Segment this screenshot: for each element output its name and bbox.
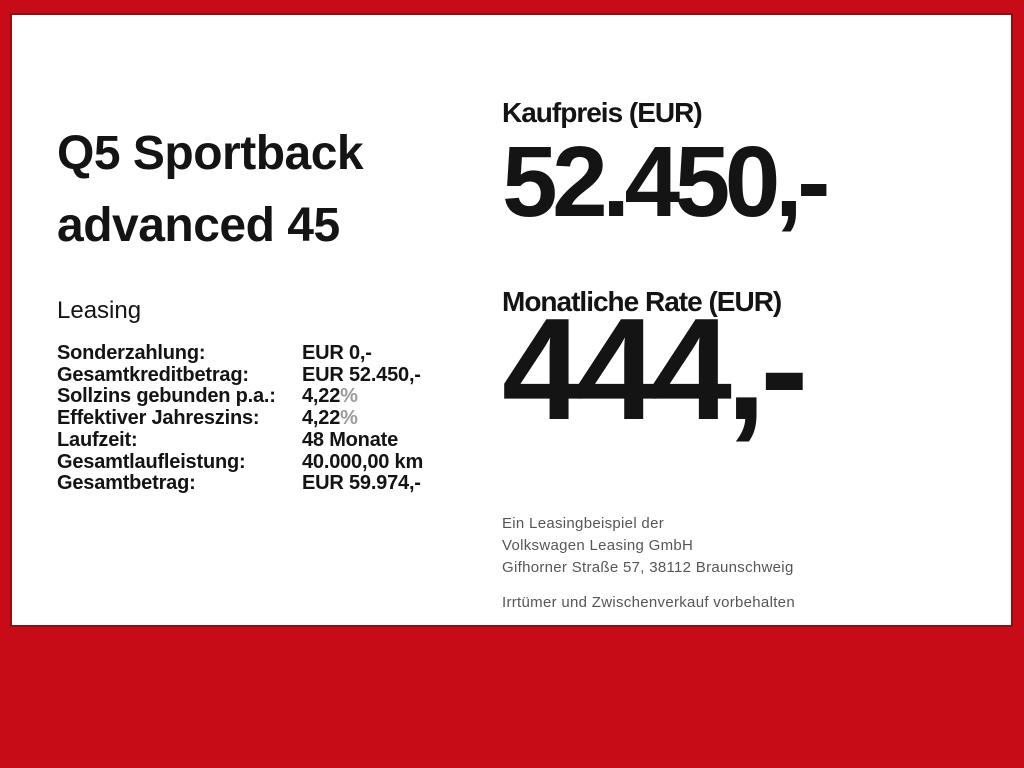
leasing-row-label: Gesamtkreditbetrag: xyxy=(57,363,249,386)
disclaimer: Ein Leasingbeispiel der Volkswagen Leasi… xyxy=(502,513,795,614)
leasing-row-label: Effektiver Jahreszins: xyxy=(57,407,260,430)
leasing-row-laufzeit: Laufzeit: 48 Monate xyxy=(57,428,477,452)
leasing-row-sonderzahlung: Sonderzahlung: EUR 0,- xyxy=(57,342,477,365)
disclaimer-line2: Volkswagen Leasing GmbH xyxy=(502,537,694,554)
purchase-price-value: 52.450,- xyxy=(502,126,830,238)
vehicle-title-line1: Q5 Sportback xyxy=(57,127,364,180)
leasing-row-value: 40.000,00 km xyxy=(302,450,424,473)
leasing-row-value: 4,22% xyxy=(302,407,358,430)
leasing-row-value: EUR 52.450,- xyxy=(302,363,421,386)
monthly-rate-value: 444,- xyxy=(502,288,808,450)
percent-suffix: % xyxy=(340,407,358,430)
monthly-rate-label: Monatliche Rate (EUR) xyxy=(502,286,782,317)
leasing-row-value: 4,22% xyxy=(302,385,358,408)
leasing-row-gesamtlaufleistung: Gesamtlaufleistung: 40.000,00 km xyxy=(57,450,477,474)
offer-card: Q5 Sportback advanced 45 Leasing Sonderz… xyxy=(10,13,1013,627)
leasing-row-label: Gesamtbetrag: xyxy=(57,472,196,495)
leasing-row-effektiver-jahreszins: Effektiver Jahreszins: 4,22% xyxy=(57,407,477,430)
leasing-row-value: EUR 59.974,- xyxy=(302,472,421,495)
leasing-row-label: Sollzins gebunden p.a.: xyxy=(57,385,276,408)
purchase-price-label: Kaufpreis (EUR) xyxy=(502,97,703,128)
leasing-row-label: Gesamtlaufleistung: xyxy=(57,450,246,473)
leasing-row-value: 48 Monate xyxy=(302,428,399,451)
vehicle-title: Q5 Sportback advanced 45 xyxy=(57,118,364,262)
disclaimer-provider: Ein Leasingbeispiel der Volkswagen Leasi… xyxy=(502,513,795,579)
vehicle-title-line2: advanced 45 xyxy=(57,199,340,252)
disclaimer-line3: Gifhorner Straße 57, 38112 Braunschweig xyxy=(502,559,794,576)
leasing-row-value: EUR 0,- xyxy=(302,342,372,364)
leasing-row-label: Laufzeit: xyxy=(57,428,138,451)
leasing-row-gesamtkreditbetrag: Gesamtkreditbetrag: EUR 52.450,- xyxy=(57,363,477,387)
leasing-row-gesamtbetrag: Gesamtbetrag: EUR 59.974,- xyxy=(57,472,477,495)
disclaimer-line1: Ein Leasingbeispiel der xyxy=(502,515,665,532)
percent-suffix: % xyxy=(340,385,358,408)
leasing-row-label: Sonderzahlung: xyxy=(57,342,206,364)
leasing-heading: Leasing xyxy=(57,297,142,324)
leasing-table: Sonderzahlung: EUR 0,- Gesamtkreditbetra… xyxy=(57,342,477,495)
disclaimer-reservation: Irrtümer und Zwischenverkauf vorbehalten xyxy=(502,594,795,611)
leasing-row-sollzins: Sollzins gebunden p.a.: 4,22% xyxy=(57,386,477,408)
